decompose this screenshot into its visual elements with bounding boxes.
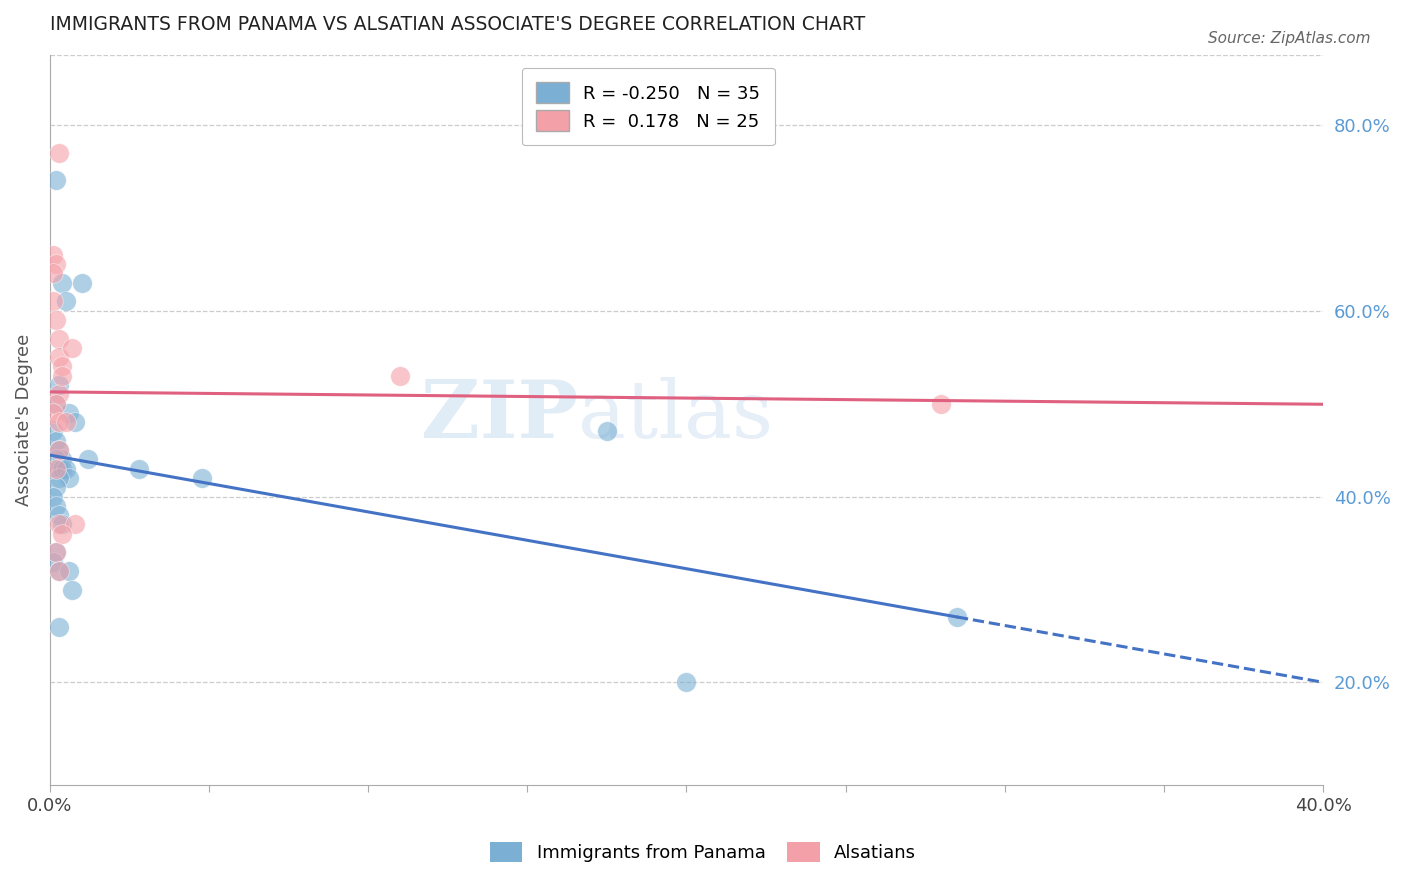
Point [45,434,67,448]
Point [42,294,65,309]
Point [58,471,80,485]
Point [45,452,67,467]
Text: ZIP: ZIP [422,377,578,455]
Legend: R = -0.250   N = 35, R =  0.178   N = 25: R = -0.250 N = 35, R = 0.178 N = 25 [522,68,775,145]
Point [388,368,411,383]
Point [51,359,73,374]
Text: Source: ZipAtlas.com: Source: ZipAtlas.com [1208,31,1371,46]
Point [60,341,83,355]
Point [45,313,67,327]
Point [675,675,697,690]
Point [58,406,80,420]
Point [48,517,70,532]
Point [42,425,65,439]
Text: atlas: atlas [578,377,773,455]
Point [45,499,67,513]
Point [128,461,150,475]
Point [45,257,67,271]
Point [51,526,73,541]
Point [596,425,619,439]
Point [45,461,67,475]
Point [63,517,86,532]
Point [45,545,67,559]
Point [42,490,65,504]
Point [60,582,83,597]
Point [48,471,70,485]
Point [42,406,65,420]
Point [48,145,70,160]
Point [51,276,73,290]
Point [48,350,70,364]
Point [42,248,65,262]
Point [48,461,70,475]
Point [45,396,67,410]
Point [48,387,70,401]
Point [76,452,98,467]
Point [48,564,70,578]
Point [946,610,969,624]
Point [45,545,67,559]
Y-axis label: Associate's Degree: Associate's Degree [15,334,32,506]
Point [42,267,65,281]
Point [42,555,65,569]
Text: IMMIGRANTS FROM PANAMA VS ALSATIAN ASSOCIATE'S DEGREE CORRELATION CHART: IMMIGRANTS FROM PANAMA VS ALSATIAN ASSOC… [49,15,865,34]
Point [48,332,70,346]
Point [51,368,73,383]
Point [55,415,77,429]
Point [51,461,73,475]
Point [55,294,77,309]
Point [48,415,70,429]
Point [70,276,93,290]
Point [48,620,70,634]
Point [51,452,73,467]
Point [48,378,70,392]
Legend: Immigrants from Panama, Alsatians: Immigrants from Panama, Alsatians [482,834,924,870]
Point [48,443,70,458]
Point [58,564,80,578]
Point [45,173,67,187]
Point [63,415,86,429]
Point [929,396,952,410]
Point [191,471,214,485]
Point [48,564,70,578]
Point [45,396,67,410]
Point [51,517,73,532]
Point [45,480,67,494]
Point [55,461,77,475]
Point [48,508,70,523]
Point [48,443,70,458]
